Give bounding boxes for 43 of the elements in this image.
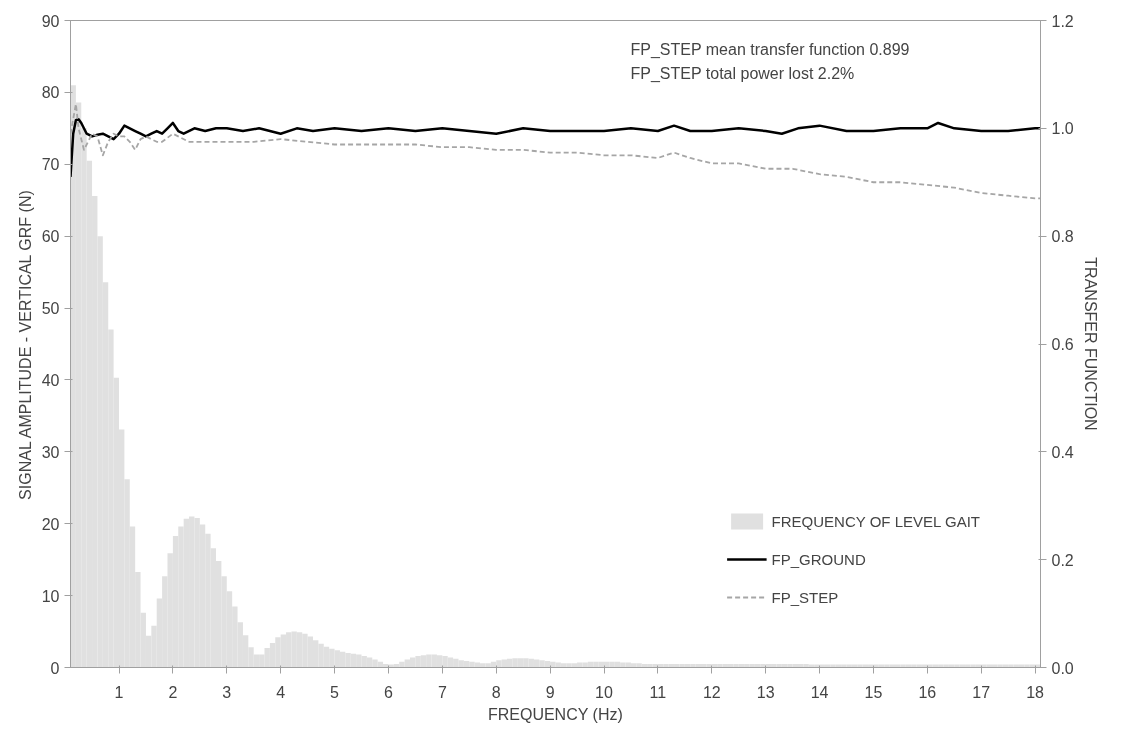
x-tick-label: 8 — [491, 683, 501, 701]
x-tick-label: 7 — [437, 683, 447, 701]
legend-label: FP_GROUND — [771, 550, 866, 568]
y2-tick-label: 0.4 — [1051, 443, 1074, 461]
annotation: FP_STEP mean transfer function 0.899 — [630, 40, 910, 59]
x-tick-label: 11 — [649, 683, 667, 701]
y2-tick-label: 0.8 — [1051, 228, 1074, 246]
y2-tick-label: 0.6 — [1051, 336, 1074, 353]
x-tick-label: 16 — [918, 683, 937, 701]
x-tick-label: 9 — [545, 683, 555, 701]
y-tick-label: 60 — [41, 228, 60, 246]
y2-tick-label: 0.0 — [1051, 659, 1074, 677]
y-tick-label: 90 — [41, 12, 60, 30]
y-tick-label: 20 — [41, 515, 60, 533]
y-tick-label: 50 — [41, 300, 60, 318]
x-tick-label: 1 — [114, 683, 124, 701]
y-tick-label: 0 — [50, 659, 60, 677]
x-tick-label: 13 — [756, 683, 775, 701]
x-tick-label: 10 — [595, 683, 613, 701]
legend-label: FP_STEP — [771, 588, 839, 606]
y-tick-label: 30 — [41, 443, 60, 461]
x-tick-label: 15 — [864, 683, 883, 701]
y2-tick-label: 1.0 — [1051, 120, 1074, 138]
y2-axis-title: TRANSFER FUNCTION — [1081, 257, 1099, 431]
y-axis-title: SIGNAL AMPLITUDE - VERTICAL GRF (N) — [16, 190, 34, 500]
x-tick-label: 6 — [384, 683, 393, 701]
y-tick-label: 40 — [41, 371, 60, 389]
legend-label: FREQUENCY OF LEVEL GAIT — [771, 512, 980, 530]
x-tick-label: 2 — [168, 683, 178, 701]
y-tick-label: 10 — [41, 587, 60, 605]
x-tick-label: 12 — [702, 683, 721, 701]
x-axis-title: FREQUENCY (Hz) — [487, 705, 623, 723]
y-tick-label: 70 — [41, 156, 60, 174]
x-tick-label: 14 — [810, 683, 829, 701]
y2-tick-label: 1.2 — [1051, 12, 1074, 30]
x-tick-label: 5 — [330, 683, 340, 701]
y-tick-label: 80 — [41, 84, 60, 102]
x-tick-label: 18 — [1026, 683, 1045, 701]
x-tick-label: 3 — [222, 683, 232, 701]
x-tick-label: 4 — [276, 683, 286, 701]
x-tick-label: 17 — [972, 683, 991, 701]
y2-tick-label: 0.2 — [1051, 551, 1074, 569]
annotation: FP_STEP total power lost 2.2% — [630, 64, 855, 83]
